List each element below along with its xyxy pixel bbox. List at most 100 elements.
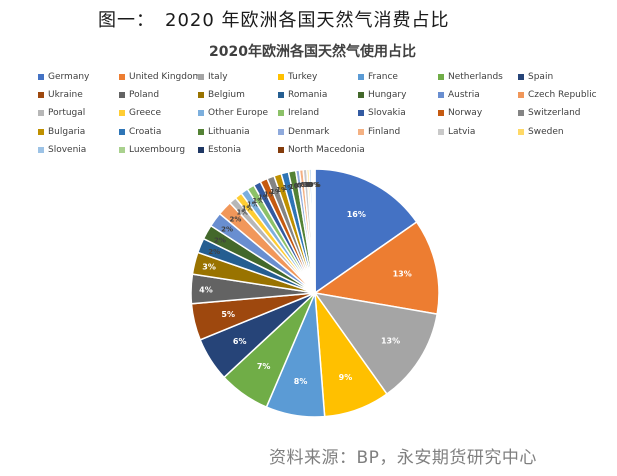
slice-label: 1% [276,186,288,194]
pie-slice [313,220,440,315]
legend-item: Austria [438,89,480,101]
legend-swatch [518,74,524,80]
legend-swatch [278,128,284,135]
slice-label: 9% [339,373,353,382]
slice-label: 7% [257,362,271,371]
slice-label: 1% [258,194,270,202]
legend-label: Romania [288,90,328,101]
legend-swatch [38,92,44,99]
slice-label: 1% [252,197,264,205]
legend-label: Latvia [448,126,476,137]
legend-item: Italy [198,71,228,83]
legend-swatch [438,74,444,80]
legend-swatch [518,110,524,117]
legend-item: Slovakia [358,107,406,119]
legend-label: Hungary [368,90,407,101]
slice-label: 1% [237,208,249,216]
slice-label: 6% [233,337,247,346]
slice-label: 8% [294,377,308,386]
legend-item: Bulgaria [38,126,85,138]
legend-item: Switzerland [518,107,581,119]
legend-item: Finland [358,126,400,138]
legend-label: Slovenia [48,144,87,155]
legend-swatch [438,128,444,135]
legend-swatch [198,146,204,153]
legend-label: Czech Republic [528,90,597,101]
legend-label: Norway [448,108,483,119]
legend-label: Finland [368,126,401,137]
slice-label: 0% [309,181,321,189]
legend-swatch [278,146,284,153]
legend-swatch [358,92,364,99]
legend-swatch [278,74,284,80]
legend-swatch [119,146,125,153]
legend-label: Lithuania [208,126,250,137]
legend-label: Luxembourg [129,144,186,155]
legend-item: Ireland [278,107,319,119]
legend-swatch [119,128,125,135]
legend-label: Belgium [208,90,245,101]
legend-label: Ukraine [48,90,83,101]
legend-item: Lithuania [198,126,250,138]
legend-item: Luxembourg [119,144,185,156]
legend-item: Belgium [198,89,245,101]
slice-label: 16% [347,210,366,219]
figure-caption: 图一： 2020 年欧洲各国天然气消费占比 [98,10,450,31]
legend-item: Turkey [278,71,317,83]
chart-title: 2020年欧洲各国天然气使用占比 [209,44,416,60]
legend-label: Ireland [288,108,320,119]
legend-label: Austria [448,90,480,101]
legend-item: Hungary [358,89,406,101]
legend-swatch [438,92,444,99]
legend-swatch [198,110,204,117]
legend-label: Other Europe [208,108,269,119]
legend-swatch [38,146,44,153]
legend-label: Germany [48,72,90,82]
slice-label: 1% [282,184,294,192]
legend-swatch [38,74,44,80]
slice-label: 2% [221,225,233,233]
slice-label: 1% [289,183,301,191]
legend-label: Croatia [129,126,162,137]
legend-label: Poland [129,90,160,101]
legend-swatch [438,110,444,117]
slice-label: 0% [300,181,312,189]
legend-item: Estonia [198,144,241,156]
slice-label: 2% [230,215,242,223]
legend-swatch [198,128,204,135]
slice-label: 0% [303,181,315,189]
legend-label: Estonia [208,144,242,155]
legend-item: Norway [438,107,482,119]
legend-swatch [198,74,204,80]
legend-swatch [119,74,125,80]
legend-item: Croatia [119,126,161,138]
legend-swatch [119,110,125,117]
legend-item: Sweden [518,126,564,138]
slice-label: 2% [214,236,226,244]
slice-label: 3% [202,263,216,272]
chart-area: 2020年欧洲各国天然气使用占比 Germany United Kingdom It… [20,33,605,433]
legend-swatch [358,110,364,117]
legend-item: Spain [518,71,553,83]
legend-swatch [518,128,524,135]
slice-label: 13% [381,337,400,346]
legend-item: Portugal [38,107,85,119]
legend-item: Denmark [278,126,329,138]
legend-swatch [358,74,364,80]
legend-item: Germany [38,71,89,83]
legend-label: Italy [208,72,228,82]
legend-item: United Kingdom [119,71,201,83]
slice-label: 1% [270,188,282,196]
legend-swatch [119,92,125,99]
slice-label: 13% [393,270,412,279]
legend-item: Latvia [438,126,475,138]
legend-swatch [38,128,44,135]
legend-item: Greece [119,107,161,119]
pie-slice [314,168,418,295]
slice-label: 1% [247,200,259,208]
legend-item: France [358,71,398,83]
legend-item: Netherlands [438,71,503,83]
legend-label: Portugal [48,108,86,119]
pie-slice [313,168,316,294]
legend-item: Poland [119,89,159,101]
